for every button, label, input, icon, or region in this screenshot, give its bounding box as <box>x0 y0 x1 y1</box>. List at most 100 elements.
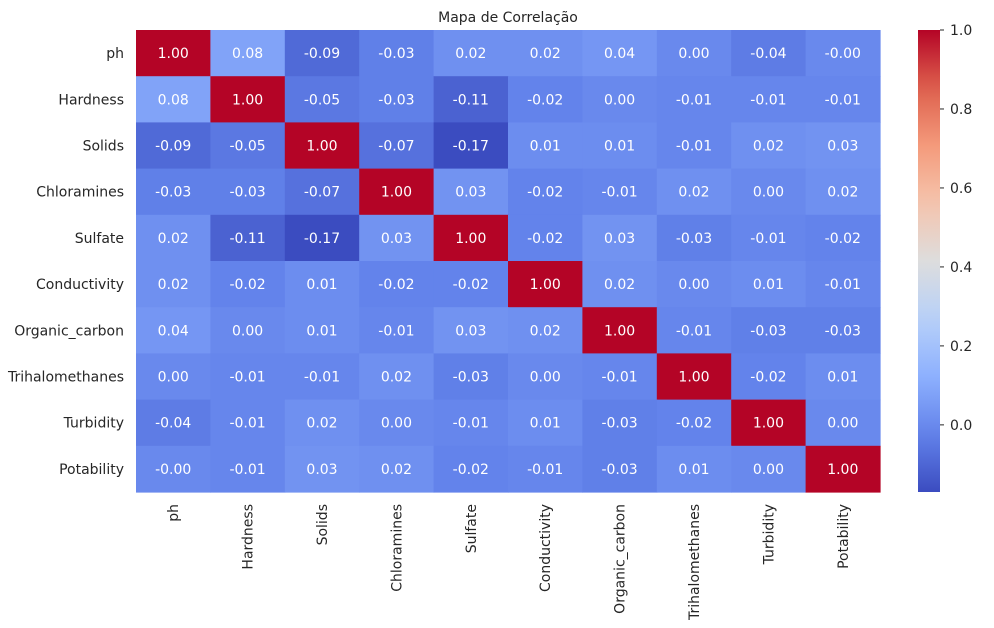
cell-value-label: -0.03 <box>825 323 861 339</box>
heatmap-cell <box>433 399 509 447</box>
cell-value-label: 0.00 <box>158 370 189 386</box>
cell-value-label: -0.02 <box>527 231 563 247</box>
heatmap-cell <box>210 353 286 401</box>
cell-value-label: 1.00 <box>827 462 858 478</box>
heatmap-cell <box>805 76 881 123</box>
cell-value-label: 0.01 <box>678 462 709 478</box>
cell-value-label: 0.00 <box>381 416 412 432</box>
x-tick-label: Hardness <box>241 504 257 570</box>
cell-value-label: 0.00 <box>678 46 709 62</box>
heatmap-cell <box>284 307 360 354</box>
heatmap-cell <box>210 122 286 170</box>
heatmap-cell <box>731 445 807 493</box>
cell-value-label: 1.00 <box>604 323 635 339</box>
cell-value-label: 0.04 <box>604 46 635 62</box>
cell-value-label: 0.02 <box>455 46 486 62</box>
y-tick-label: Trihalomethanes <box>7 370 124 386</box>
heatmap-cell <box>656 214 732 262</box>
cell-value-label: -0.04 <box>750 46 786 62</box>
cell-value-label: 0.04 <box>158 323 189 339</box>
cell-value-label: -0.05 <box>304 92 340 108</box>
heatmap-cell <box>805 214 881 262</box>
heatmap-cell <box>359 399 435 447</box>
cell-value-label: -0.02 <box>750 370 786 386</box>
heatmap-cell <box>731 214 807 262</box>
heatmap-cell <box>805 445 881 493</box>
heatmap-cell <box>433 445 509 493</box>
heatmap-cell <box>359 168 435 216</box>
heatmap-cell <box>582 168 658 216</box>
heatmap-cell <box>805 261 881 308</box>
heatmap-cell <box>136 214 211 262</box>
heatmap-cell <box>582 122 658 170</box>
heatmap-cell <box>582 399 658 447</box>
colorbar-tick-label: 0.0 <box>950 418 972 434</box>
cell-value-label: 0.02 <box>530 323 561 339</box>
heatmap-cell <box>433 214 509 262</box>
cell-value-label: 0.00 <box>753 185 784 201</box>
cell-value-label: 0.02 <box>306 416 337 432</box>
cell-value-label: -0.03 <box>453 370 489 386</box>
cell-value-label: 0.03 <box>306 462 337 478</box>
cell-value-label: -0.02 <box>527 92 563 108</box>
heatmap-cell <box>359 353 435 401</box>
heatmap-cell <box>508 168 583 216</box>
heatmap-cell <box>731 168 807 216</box>
cell-value-label: 0.01 <box>753 277 784 293</box>
heatmap-cell <box>284 261 360 308</box>
cell-value-label: -0.01 <box>676 92 712 108</box>
heatmap-cell <box>731 261 807 308</box>
cell-value-label: 0.03 <box>827 139 858 155</box>
cell-value-label: -0.01 <box>304 370 340 386</box>
heatmap-cell <box>433 307 509 354</box>
cell-value-label: 1.00 <box>306 139 337 155</box>
heatmap-cell <box>508 261 583 308</box>
heatmap-cell <box>359 76 435 123</box>
heatmap-cell <box>656 353 732 401</box>
cell-value-label: -0.02 <box>453 277 489 293</box>
heatmap-cell <box>582 214 658 262</box>
heatmap-cell <box>582 30 658 77</box>
heatmap-cell <box>284 122 360 170</box>
heatmap-cell <box>210 76 286 123</box>
heatmap-cell <box>284 399 360 447</box>
x-tick-label: Trihalomethanes <box>687 504 703 621</box>
heatmap-cell <box>433 76 509 123</box>
cell-value-label: -0.01 <box>676 139 712 155</box>
cell-value-label: -0.01 <box>527 462 563 478</box>
y-tick-label: Hardness <box>58 92 124 108</box>
heatmap-cell <box>508 214 583 262</box>
y-tick-label: Chloramines <box>36 185 124 201</box>
heatmap-cell <box>210 214 286 262</box>
heatmap-cell <box>210 261 286 308</box>
heatmap-cell <box>433 122 509 170</box>
heatmap-cell <box>582 307 658 354</box>
x-tick-label: ph <box>166 504 182 522</box>
heatmap-cell <box>210 168 286 216</box>
cell-value-label: -0.03 <box>750 323 786 339</box>
heatmap-cell <box>210 30 286 77</box>
heatmap-cell <box>136 307 211 354</box>
y-tick-label: Conductivity <box>36 277 124 293</box>
heatmap-cell <box>731 76 807 123</box>
y-tick-label: Organic_carbon <box>14 323 124 339</box>
x-tick-label: Chloramines <box>389 504 405 592</box>
heatmap-cell <box>136 30 211 77</box>
cell-value-label: -0.01 <box>676 323 712 339</box>
cell-value-label: 0.00 <box>232 323 263 339</box>
colorbar-tick-label: 0.2 <box>950 339 972 355</box>
cell-value-label: 0.08 <box>232 46 263 62</box>
y-tick-label: Solids <box>83 139 124 155</box>
cell-value-label: -0.01 <box>750 231 786 247</box>
cell-value-label: 0.03 <box>455 185 486 201</box>
cell-value-label: -0.02 <box>676 416 712 432</box>
cell-value-label: 0.08 <box>158 92 189 108</box>
cell-value-label: 0.01 <box>306 323 337 339</box>
cell-value-label: 0.03 <box>604 231 635 247</box>
cell-value-label: 0.02 <box>753 139 784 155</box>
cell-value-label: -0.02 <box>825 231 861 247</box>
cell-value-label: 0.02 <box>604 277 635 293</box>
cell-value-label: -0.05 <box>229 139 265 155</box>
heatmap-cell <box>359 261 435 308</box>
y-tick-labels: ph Hardness Solids Chloramines Sulfate Conduc… <box>7 46 124 478</box>
